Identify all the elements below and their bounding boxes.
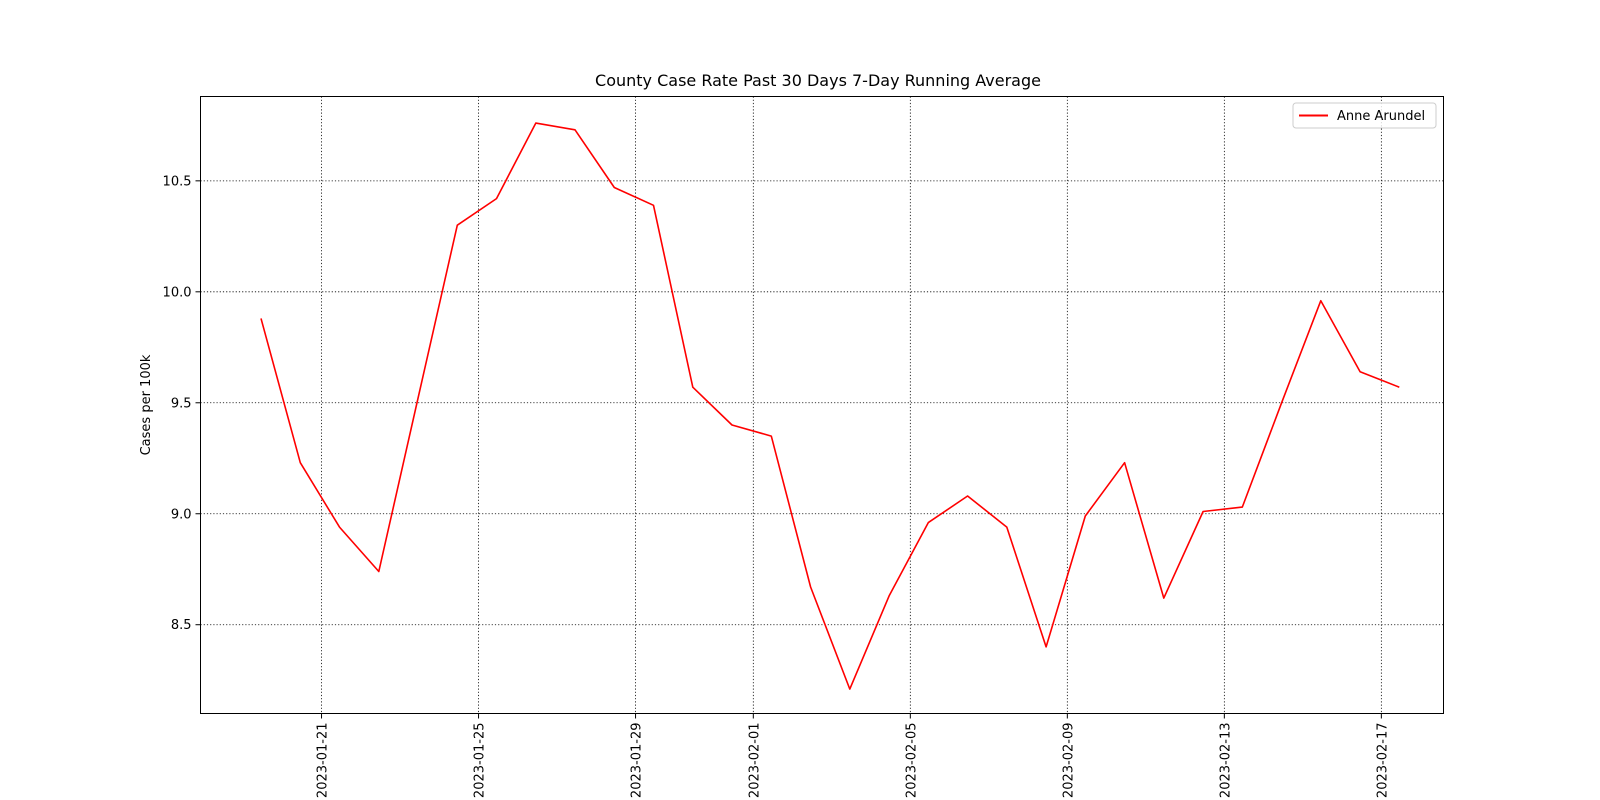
x-tick-label: 2023-01-25 [473,723,488,799]
legend: Anne Arundel [1292,102,1437,129]
x-tick-label: 2023-02-13 [1218,723,1233,799]
legend-box [1292,102,1437,129]
plot-area-frame [200,96,1444,714]
y-tick-label: 9.5 [171,396,192,411]
chart-title: County Case Rate Past 30 Days 7-Day Runn… [595,71,1041,90]
series-layer [260,122,1400,690]
y-tick-label: 8.5 [171,618,192,633]
y-tick-label: 9.0 [171,507,192,522]
x-tick-label: 2023-02-01 [747,723,762,799]
x-tick-label: 2023-02-05 [904,723,919,799]
x-tick-label: 2023-02-09 [1061,723,1076,799]
y-tick-label: 10.5 [163,174,192,189]
x-tick-label: 2023-02-17 [1375,723,1390,799]
y-tick-label: 10.0 [163,285,192,300]
x-tick-label: 2023-01-21 [316,723,331,799]
y-axis-label: Cases per 100k [139,354,154,455]
series-line [260,122,1400,690]
x-tick-label: 2023-01-29 [630,723,645,799]
x-axis-ticks: 2023-01-21 2023-01-25 2023-01-29 2023-02-01… [316,713,1390,799]
legend-entry-anne-arundel: Anne Arundel [1337,109,1425,124]
grid-lines [200,96,1444,714]
y-axis-ticks: 8.5 9.0 9.5 10.0 10.5 [163,174,201,633]
